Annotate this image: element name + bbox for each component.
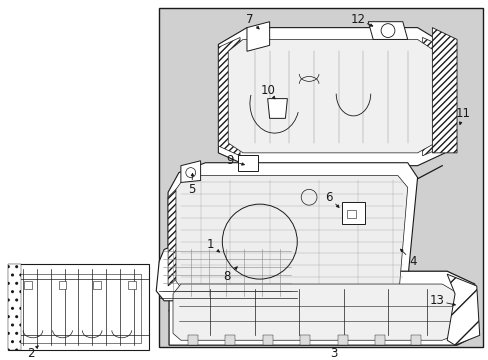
Polygon shape bbox=[431, 28, 456, 153]
Bar bbox=[159, 8, 482, 347]
Polygon shape bbox=[337, 335, 347, 345]
Polygon shape bbox=[374, 335, 384, 345]
Text: 3: 3 bbox=[329, 347, 337, 360]
Polygon shape bbox=[218, 37, 240, 156]
Polygon shape bbox=[410, 335, 420, 345]
Polygon shape bbox=[267, 99, 287, 118]
Text: 11: 11 bbox=[454, 107, 469, 120]
Polygon shape bbox=[262, 335, 272, 345]
Text: 8: 8 bbox=[223, 270, 230, 283]
Polygon shape bbox=[422, 37, 444, 156]
Text: 9: 9 bbox=[226, 154, 233, 167]
Polygon shape bbox=[8, 264, 21, 350]
Text: 5: 5 bbox=[188, 183, 195, 196]
Polygon shape bbox=[218, 28, 444, 166]
Text: 10: 10 bbox=[260, 84, 275, 97]
Polygon shape bbox=[228, 40, 434, 153]
Polygon shape bbox=[173, 284, 458, 340]
Polygon shape bbox=[168, 183, 183, 286]
Polygon shape bbox=[181, 161, 200, 183]
Polygon shape bbox=[24, 281, 32, 289]
Text: 2: 2 bbox=[27, 347, 35, 360]
Text: 4: 4 bbox=[408, 255, 416, 268]
Polygon shape bbox=[346, 210, 356, 218]
Text: 13: 13 bbox=[429, 294, 444, 307]
Polygon shape bbox=[341, 202, 365, 224]
Polygon shape bbox=[300, 335, 309, 345]
Polygon shape bbox=[225, 335, 235, 345]
Text: 12: 12 bbox=[350, 13, 365, 26]
Polygon shape bbox=[238, 155, 257, 171]
Text: 1: 1 bbox=[206, 238, 214, 251]
Polygon shape bbox=[367, 22, 407, 40]
Polygon shape bbox=[59, 281, 66, 289]
Polygon shape bbox=[156, 244, 297, 301]
Polygon shape bbox=[93, 281, 101, 289]
Polygon shape bbox=[127, 281, 135, 289]
Polygon shape bbox=[176, 176, 407, 306]
Text: 6: 6 bbox=[325, 191, 332, 204]
Polygon shape bbox=[446, 274, 479, 345]
Polygon shape bbox=[187, 335, 197, 345]
Polygon shape bbox=[169, 271, 476, 345]
Polygon shape bbox=[246, 22, 269, 51]
Text: 7: 7 bbox=[245, 13, 253, 26]
Polygon shape bbox=[168, 163, 417, 316]
Polygon shape bbox=[8, 264, 149, 350]
